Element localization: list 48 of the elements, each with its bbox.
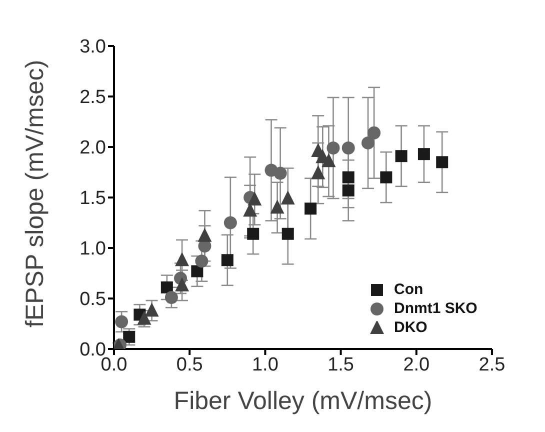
point xyxy=(395,150,408,162)
point xyxy=(326,142,340,155)
x-tick-label: 2.5 xyxy=(478,354,506,376)
point xyxy=(362,136,375,150)
point xyxy=(175,252,190,266)
x-axis-title: Fiber Volley (mV/msec) xyxy=(174,387,432,415)
point xyxy=(342,142,355,155)
point xyxy=(164,290,178,304)
point xyxy=(248,192,262,206)
point xyxy=(322,153,336,168)
x-tick-label: 1.0 xyxy=(252,354,278,376)
point xyxy=(342,171,354,184)
point xyxy=(436,156,448,168)
y-tick-label: 2.0 xyxy=(80,138,106,159)
x-tick-label: 1.5 xyxy=(328,354,354,376)
point xyxy=(368,126,381,140)
point xyxy=(270,200,284,214)
legend-label: Dnmt1 SKO xyxy=(394,299,478,318)
y-tick-label: 1.0 xyxy=(80,238,106,260)
x-tick-label: 2.0 xyxy=(403,354,430,376)
point xyxy=(280,190,295,205)
point xyxy=(221,254,234,266)
point xyxy=(160,281,173,294)
point xyxy=(247,228,260,240)
point xyxy=(191,265,204,278)
point xyxy=(342,184,354,196)
y-axis-title: fEPSP slope (mV/msec) xyxy=(20,60,49,328)
point xyxy=(198,228,212,242)
point xyxy=(115,315,128,328)
point xyxy=(274,166,287,180)
point xyxy=(224,216,237,230)
y-tick-label: 3.0 xyxy=(80,36,106,58)
point xyxy=(123,330,136,343)
y-tick-label: 2.5 xyxy=(80,87,106,108)
point xyxy=(418,148,430,160)
point xyxy=(380,171,392,184)
point xyxy=(175,277,190,292)
point xyxy=(282,228,294,240)
legend-label: Con xyxy=(394,280,424,299)
y-tick-label: 1.5 xyxy=(80,188,106,210)
point xyxy=(195,254,208,268)
point xyxy=(144,302,159,317)
point xyxy=(311,165,326,180)
point xyxy=(137,310,152,325)
legend-label: DKO xyxy=(394,318,428,337)
point xyxy=(304,202,317,215)
x-tick-label: 0.5 xyxy=(176,354,203,376)
y-tick-label: 0.5 xyxy=(80,289,106,310)
